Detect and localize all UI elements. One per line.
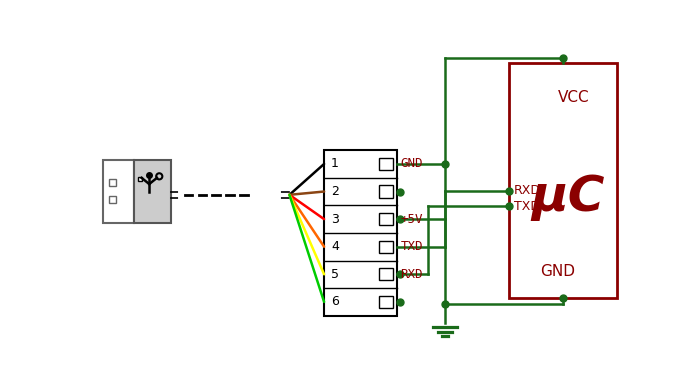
Bar (139, 177, 142, 181)
Text: 2: 2 (331, 185, 339, 198)
Text: 5: 5 (331, 268, 339, 281)
Bar (379, 241, 393, 253)
Text: 4: 4 (331, 240, 339, 253)
Text: VCC: VCC (558, 90, 589, 105)
Bar (379, 158, 393, 170)
Bar (109, 196, 116, 203)
Text: 6: 6 (331, 295, 339, 308)
Bar (509, 63, 617, 298)
Text: TXD: TXD (400, 240, 423, 253)
Bar (134, 160, 171, 223)
Text: +5V: +5V (400, 213, 423, 226)
Text: 3: 3 (331, 213, 339, 226)
Bar (379, 268, 393, 281)
Text: TXD: TXD (514, 200, 540, 213)
Text: RXD: RXD (514, 184, 540, 198)
Bar (324, 150, 398, 316)
Text: 1: 1 (331, 157, 339, 171)
Bar (109, 179, 116, 186)
Text: GND: GND (540, 264, 575, 278)
Text: μC: μC (531, 173, 605, 221)
Text: GND: GND (400, 157, 423, 171)
Bar (379, 213, 393, 225)
Bar (379, 296, 393, 308)
Bar (379, 186, 393, 198)
Bar (103, 160, 134, 223)
Text: RXD: RXD (400, 268, 423, 281)
